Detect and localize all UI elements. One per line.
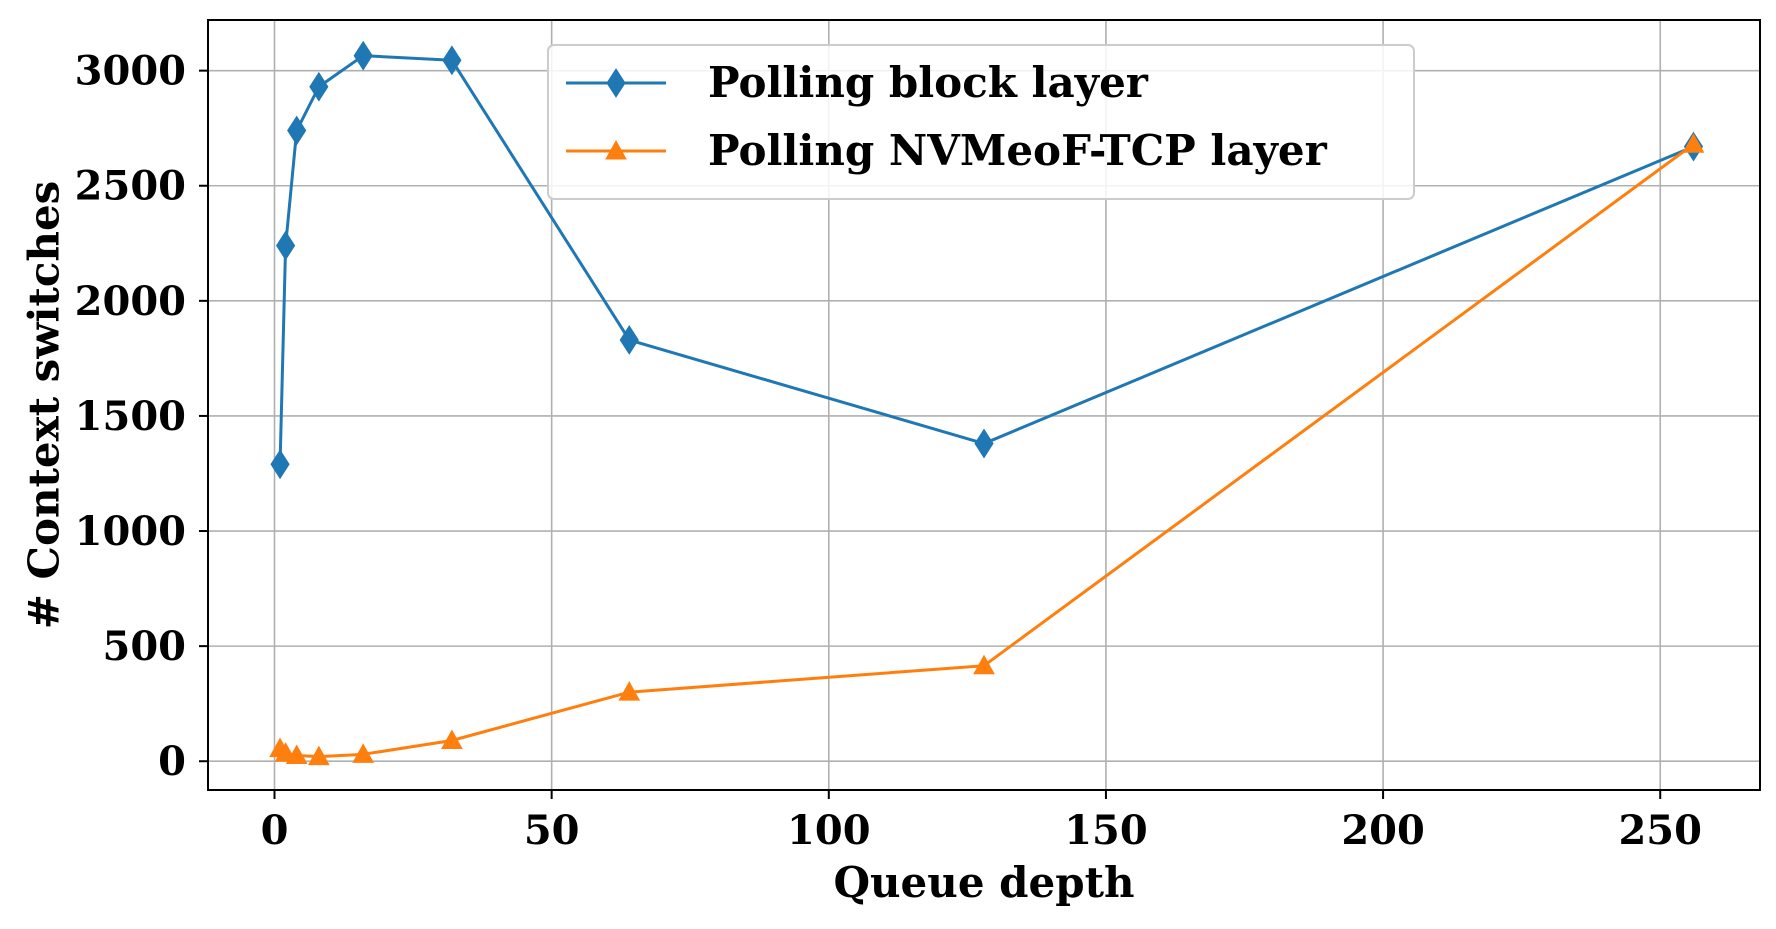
series-2 <box>269 133 1705 766</box>
series-layer <box>269 40 1705 766</box>
data-point <box>619 325 639 355</box>
legend-label: Polling block layer <box>708 58 1149 107</box>
y-tick-label: 0 <box>158 738 186 785</box>
data-point <box>308 745 330 766</box>
y-tick-label: 1000 <box>75 508 186 555</box>
x-tick-label: 100 <box>787 807 871 854</box>
data-point <box>441 729 463 750</box>
y-tick-label: 500 <box>103 623 187 670</box>
x-axis-label: Queue depth <box>833 858 1134 907</box>
data-point <box>270 449 290 480</box>
x-tick-label: 0 <box>261 807 289 854</box>
legend: Polling block layer Polling NVMeoF-TCP la… <box>547 44 1415 200</box>
data-point <box>276 230 296 261</box>
y-tick-label: 2500 <box>75 163 186 210</box>
legend-entry: Polling block layer <box>566 58 1149 107</box>
data-point <box>285 744 308 764</box>
x-tick-label: 150 <box>1064 807 1148 854</box>
data-point <box>352 743 375 763</box>
y-tick-label: 1500 <box>75 393 186 440</box>
data-point <box>618 681 641 701</box>
y-tick-label: 3000 <box>75 48 186 95</box>
legend-marker <box>606 68 626 98</box>
legend-label: Polling NVMeoF-TCP layer <box>708 126 1328 175</box>
x-tick-label: 200 <box>1341 807 1425 854</box>
data-point <box>442 45 462 76</box>
data-point <box>309 71 329 102</box>
y-axis-label: # Context switches <box>20 181 69 630</box>
plot-frame <box>207 19 1761 791</box>
data-point <box>1682 133 1705 153</box>
legend-marker <box>605 139 627 160</box>
data-point <box>974 428 994 459</box>
data-point <box>287 115 307 146</box>
x-tick-label: 250 <box>1618 807 1702 854</box>
legend-box <box>547 44 1415 200</box>
x-tick-label: 50 <box>524 807 580 854</box>
legend-entry: Polling NVMeoF-TCP layer <box>566 126 1328 175</box>
y-tick-label: 2000 <box>75 278 186 325</box>
data-point <box>353 40 373 71</box>
data-point <box>973 654 995 675</box>
